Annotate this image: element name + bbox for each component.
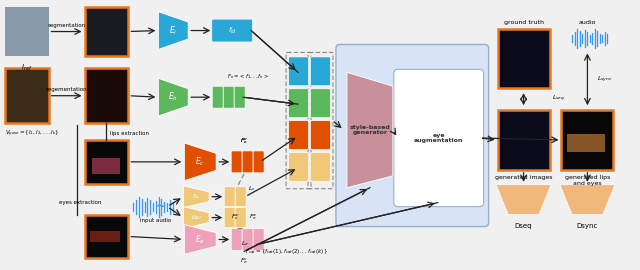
Bar <box>84 215 129 258</box>
Text: $L_{sync}$: $L_{sync}$ <box>597 75 613 85</box>
FancyBboxPatch shape <box>253 151 264 173</box>
Text: eyes extraction: eyes extraction <box>59 200 101 205</box>
FancyBboxPatch shape <box>310 89 330 118</box>
Bar <box>93 158 120 174</box>
Text: $F^v_c$: $F^v_c$ <box>240 136 248 146</box>
FancyBboxPatch shape <box>223 86 234 108</box>
FancyBboxPatch shape <box>242 151 253 173</box>
Polygon shape <box>183 207 209 228</box>
Text: segementation: segementation <box>45 87 88 92</box>
Text: $F^a_c$: $F^a_c$ <box>231 212 239 222</box>
Text: $L_{seq}$: $L_{seq}$ <box>552 94 566 104</box>
FancyBboxPatch shape <box>235 187 246 207</box>
Bar <box>84 68 129 123</box>
Text: $V_{pose}=\{I_1,I_2,...I_k\}$: $V_{pose}=\{I_1,I_2,...I_k\}$ <box>4 129 60 139</box>
Text: $L_c$: $L_c$ <box>248 184 256 193</box>
FancyBboxPatch shape <box>394 69 484 207</box>
FancyBboxPatch shape <box>234 86 245 108</box>
FancyBboxPatch shape <box>310 121 330 149</box>
Text: $I_{ref}$: $I_{ref}$ <box>21 62 33 73</box>
Polygon shape <box>184 143 216 181</box>
Text: style-based
generator: style-based generator <box>349 125 390 136</box>
FancyBboxPatch shape <box>212 19 253 42</box>
FancyBboxPatch shape <box>242 228 253 250</box>
Text: Dsync: Dsync <box>577 222 598 228</box>
Text: input audio: input audio <box>140 218 171 222</box>
Text: $E_h$: $E_h$ <box>168 91 179 103</box>
Text: eye
augmentation: eye augmentation <box>414 133 463 143</box>
Polygon shape <box>184 225 216 254</box>
FancyBboxPatch shape <box>336 45 488 227</box>
Text: $E_e$: $E_e$ <box>195 233 205 246</box>
Text: segmentation: segmentation <box>47 23 86 28</box>
Polygon shape <box>183 186 209 208</box>
Bar <box>4 68 49 123</box>
Bar <box>568 134 605 152</box>
Text: generated images: generated images <box>495 175 552 180</box>
Text: $F^v_e$: $F^v_e$ <box>240 256 248 266</box>
Bar <box>498 110 550 170</box>
Bar <box>561 110 613 170</box>
Bar <box>84 140 129 184</box>
Text: $E_c$: $E_c$ <box>195 156 205 168</box>
FancyBboxPatch shape <box>235 208 246 228</box>
FancyBboxPatch shape <box>212 86 223 108</box>
Text: $F^v_c$: $F^v_c$ <box>240 136 248 146</box>
Text: ~: ~ <box>156 200 166 213</box>
Bar <box>4 7 49 56</box>
Text: Dseq: Dseq <box>515 222 532 228</box>
Text: $E_a$: $E_a$ <box>192 192 200 201</box>
FancyBboxPatch shape <box>224 208 235 228</box>
Polygon shape <box>560 185 615 215</box>
FancyBboxPatch shape <box>289 152 308 181</box>
Text: $F^a_e$: $F^a_e$ <box>249 213 257 222</box>
FancyBboxPatch shape <box>289 57 308 86</box>
Text: audio: audio <box>579 19 596 25</box>
Polygon shape <box>158 12 188 49</box>
Text: $E_i$: $E_i$ <box>169 24 177 37</box>
FancyBboxPatch shape <box>231 151 242 173</box>
Polygon shape <box>347 72 393 188</box>
Text: ground truth: ground truth <box>504 19 543 25</box>
Text: generated lips
and eyes: generated lips and eyes <box>564 175 610 185</box>
Bar <box>90 231 120 242</box>
FancyBboxPatch shape <box>253 228 264 250</box>
FancyBboxPatch shape <box>289 121 308 149</box>
FancyBboxPatch shape <box>231 228 242 250</box>
Polygon shape <box>158 78 188 116</box>
FancyBboxPatch shape <box>310 152 330 181</box>
Text: $F_n=<f_1...f_n>$: $F_n=<f_1...f_n>$ <box>227 72 269 81</box>
Bar <box>84 7 129 56</box>
Text: $L_e$: $L_e$ <box>241 239 249 248</box>
Text: $f_{id}$: $f_{id}$ <box>228 25 237 36</box>
Text: $E_{AU}$: $E_{AU}$ <box>191 213 202 222</box>
Bar <box>498 29 550 88</box>
FancyBboxPatch shape <box>310 57 330 86</box>
Text: $F_{cat}=\{f_{cat}(1),f_{cat}(2)...f_{cat}(k)\}$: $F_{cat}=\{f_{cat}(1),f_{cat}(2)...f_{ca… <box>245 247 328 256</box>
FancyBboxPatch shape <box>224 187 235 207</box>
Polygon shape <box>496 185 551 215</box>
Text: lips extraction: lips extraction <box>111 131 150 136</box>
FancyBboxPatch shape <box>289 89 308 118</box>
